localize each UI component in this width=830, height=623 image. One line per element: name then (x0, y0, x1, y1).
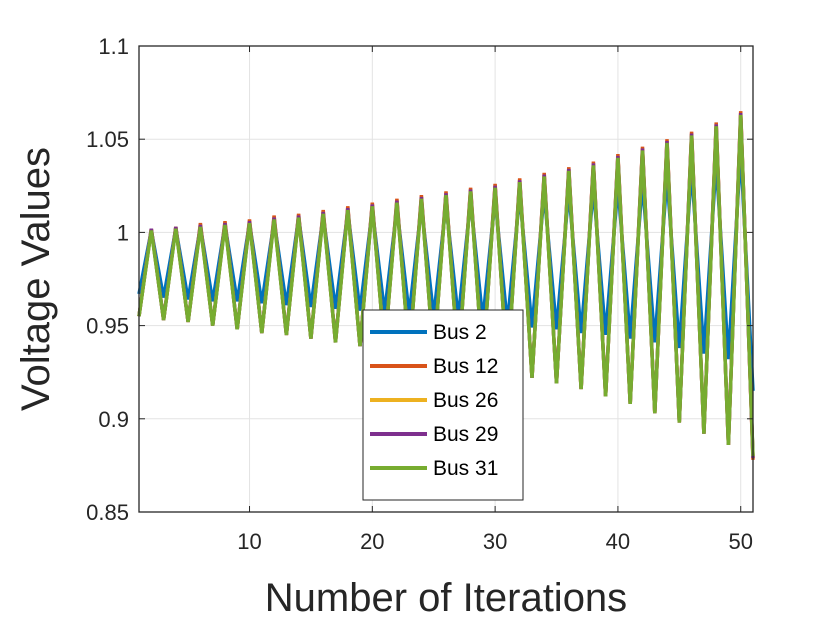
y-tick-label: 1.1 (98, 34, 129, 59)
y-tick-label: 1 (117, 220, 129, 245)
legend-label-bus-12: Bus 12 (433, 355, 498, 378)
x-tick-label: 20 (360, 529, 384, 554)
y-tick-label: 0.95 (86, 314, 129, 339)
legend-label-bus-29: Bus 29 (433, 423, 498, 446)
series-line-bus-31 (137, 114, 755, 457)
y-tick-label: 1.05 (86, 127, 129, 152)
legend-label-bus-2: Bus 2 (433, 321, 487, 344)
series-layer (137, 111, 755, 460)
x-tick-label: 40 (606, 529, 630, 554)
x-axis-title: Number of Iterations (265, 576, 627, 620)
legend-label-bus-31: Bus 31 (433, 457, 498, 480)
y-tick-label: 0.9 (98, 407, 129, 432)
y-tick-label: 0.85 (86, 500, 129, 525)
axis-ticks: 10 20 30 40 50 0.85 0.9 0.95 1 1.05 1.1 (86, 34, 753, 554)
x-tick-label: 30 (483, 529, 507, 554)
x-tick-label: 50 (728, 529, 752, 554)
x-tick-label: 10 (237, 529, 261, 554)
axes-box (138, 45, 754, 513)
legend-label-bus-26: Bus 26 (433, 389, 498, 412)
legend: Bus 2 Bus 12 Bus 26 Bus 29 Bus 31 (362, 309, 524, 501)
y-axis-title: Voltage Values (14, 147, 58, 411)
